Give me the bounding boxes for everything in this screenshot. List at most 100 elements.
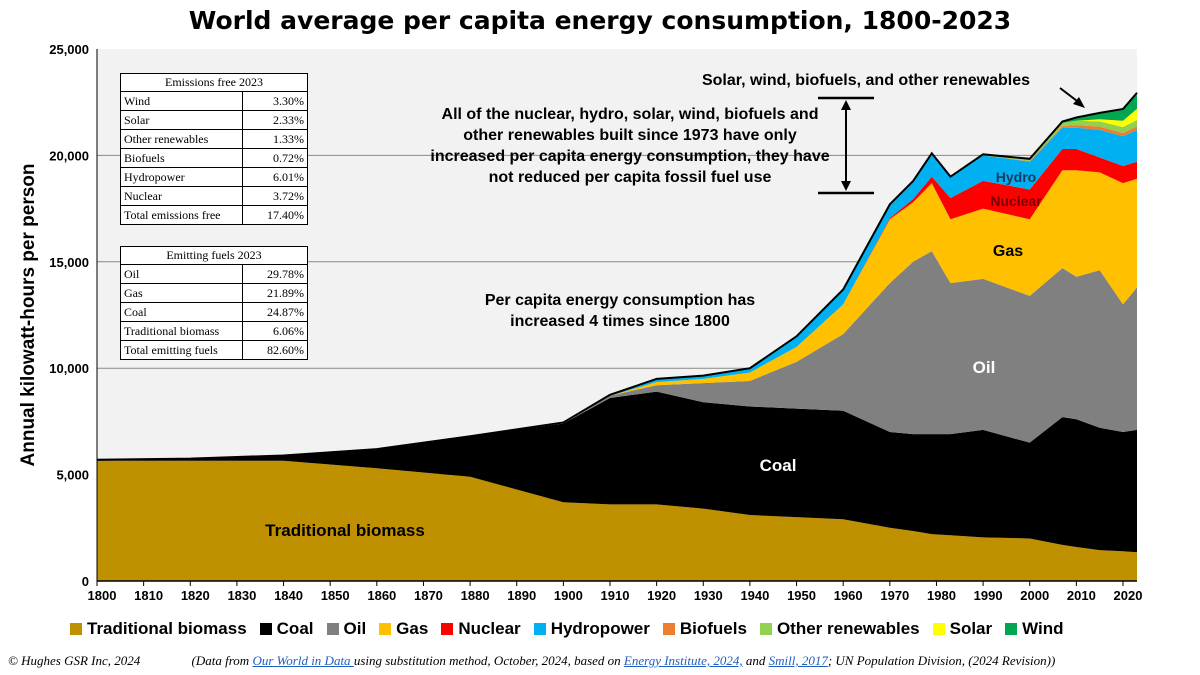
label-biomass: Traditional biomass xyxy=(265,521,425,540)
row-label: Solar xyxy=(120,110,243,130)
legend-label: Gas xyxy=(396,619,429,638)
pointer-arrowhead-icon xyxy=(1073,97,1085,108)
row-value: 82.60% xyxy=(242,340,308,360)
x-tick-label: 1870 xyxy=(414,588,443,603)
link-our-world-in-data[interactable]: Our World in Data xyxy=(252,653,354,668)
legend-label: Coal xyxy=(276,619,314,638)
table-title: Emitting fuels 2023 xyxy=(120,246,308,265)
row-label: Wind xyxy=(120,91,243,111)
table-row: Hydropower 6.01% xyxy=(120,167,308,187)
legend-label: Traditional biomass xyxy=(87,619,247,638)
legend: Traditional biomass Coal Oil Gas Nuclear Hydr… xyxy=(70,619,1064,639)
y-tick-label: 20,000 xyxy=(49,148,89,163)
label-nuclear: Nuclear xyxy=(990,193,1042,209)
legend-swatch xyxy=(70,623,82,635)
legend-item: Nuclear xyxy=(441,619,521,639)
x-tick-label: 1900 xyxy=(554,588,583,603)
x-tick-label: 1920 xyxy=(647,588,676,603)
table-row: Total emitting fuels 82.60% xyxy=(120,340,308,360)
legend-item: Coal xyxy=(259,619,314,639)
x-tick-label: 1960 xyxy=(834,588,863,603)
label-gas: Gas xyxy=(993,243,1023,260)
table-row: Total emissions free 17.40% xyxy=(120,205,308,225)
x-tick-label: 1800 xyxy=(88,588,117,603)
row-label: Traditional biomass xyxy=(120,321,243,341)
legend-swatch xyxy=(662,623,675,635)
table-row: Traditional biomass 6.06% xyxy=(120,321,308,341)
area-traditional-biomass xyxy=(97,460,1137,581)
legend-item: Solar xyxy=(932,619,993,639)
y-axis-label: Annual kilowatt-hours per person xyxy=(18,164,39,467)
legend-label: Hydropower xyxy=(550,619,650,638)
x-tick-label: 2010 xyxy=(1067,588,1096,603)
source-text: (Data from Our World in Data using subst… xyxy=(192,653,1056,668)
x-tick-label: 1890 xyxy=(507,588,536,603)
row-value: 2.33% xyxy=(242,110,308,130)
y-tick-label: 10,000 xyxy=(49,361,89,376)
emitting-fuels-table: Emitting fuels 2023 Oil 29.78% Gas 21.89% Co… xyxy=(120,246,308,360)
table-row: Solar 2.33% xyxy=(120,110,308,130)
legend-swatch xyxy=(759,623,772,635)
legend-item: Hydropower xyxy=(533,619,650,639)
area-coal xyxy=(97,391,1137,553)
legend-swatch xyxy=(259,623,272,635)
row-value: 0.72% xyxy=(242,148,308,168)
legend-item: Other renewables xyxy=(759,619,920,639)
legend-swatch xyxy=(932,623,945,635)
x-tick-label: 1840 xyxy=(274,588,303,603)
emissions-free-table: Emissions free 2023 Wind 3.30% Solar 2.33% O… xyxy=(120,73,308,225)
y-tick-label: 15,000 xyxy=(49,255,89,270)
x-tick-label: 1970 xyxy=(880,588,909,603)
row-label: Total emissions free xyxy=(120,205,243,225)
row-value: 29.78% xyxy=(242,264,308,284)
footer: © Hughes GSR Inc, 2024 (Data from Our Wo… xyxy=(8,653,1198,669)
legend-label: Nuclear xyxy=(458,619,521,638)
legend-item: Gas xyxy=(379,619,428,639)
x-tick-label: 1810 xyxy=(134,588,163,603)
row-label: Hydropower xyxy=(120,167,243,187)
source-and: and xyxy=(742,653,769,668)
table-row: Biofuels 0.72% xyxy=(120,148,308,168)
row-value: 3.30% xyxy=(242,91,308,111)
total-outline xyxy=(96,92,1138,461)
link-smill[interactable]: Smill, 2017 xyxy=(768,653,828,668)
legend-item: Traditional biomass xyxy=(70,619,247,639)
legend-label: Oil xyxy=(343,619,367,638)
annotation-renewables: Solar, wind, biofuels, and other renewab… xyxy=(701,72,1031,89)
row-value: 3.72% xyxy=(242,186,308,206)
legend-item: Wind xyxy=(1005,619,1064,639)
row-value: 17.40% xyxy=(242,205,308,225)
link-energy-institute[interactable]: Energy Institute, 2024, xyxy=(623,653,743,668)
legend-label: Solar xyxy=(949,619,993,638)
legend-swatch xyxy=(379,623,392,635)
row-label: Other renewables xyxy=(120,129,243,149)
row-label: Gas xyxy=(120,283,243,303)
chart-title: World average per capita energy consumpt… xyxy=(188,6,1012,35)
row-value: 24.87% xyxy=(242,302,308,322)
legend-label: Wind xyxy=(1022,619,1064,638)
legend-swatch xyxy=(533,623,546,635)
row-label: Biofuels xyxy=(120,148,243,168)
area-oil xyxy=(97,251,1137,460)
row-label: Coal xyxy=(120,302,243,322)
y-tick-label: 0 xyxy=(82,574,89,589)
row-value: 1.33% xyxy=(242,129,308,149)
label-coal: Coal xyxy=(760,456,797,475)
table-row: Oil 29.78% xyxy=(120,264,308,284)
x-tick-label: 1950 xyxy=(787,588,816,603)
table-row: Coal 24.87% xyxy=(120,302,308,322)
copyright: © Hughes GSR Inc, 2024 xyxy=(8,653,141,668)
row-label: Oil xyxy=(120,264,243,284)
source-post: ; UN Population Division, (2024 Revision… xyxy=(827,653,1056,668)
x-tick-label: 1990 xyxy=(974,588,1003,603)
y-tick-label: 5,000 xyxy=(56,468,89,483)
x-tick-label: 1940 xyxy=(740,588,769,603)
x-tick-label: 1820 xyxy=(181,588,210,603)
row-value: 21.89% xyxy=(242,283,308,303)
legend-swatch xyxy=(326,623,339,635)
x-tick-label: 2000 xyxy=(1020,588,1049,603)
source-mid: using substitution method, October, 2024… xyxy=(353,653,624,668)
arrow-up-icon xyxy=(841,100,851,110)
x-tick-label: 2020 xyxy=(1114,588,1143,603)
row-value: 6.06% xyxy=(242,321,308,341)
